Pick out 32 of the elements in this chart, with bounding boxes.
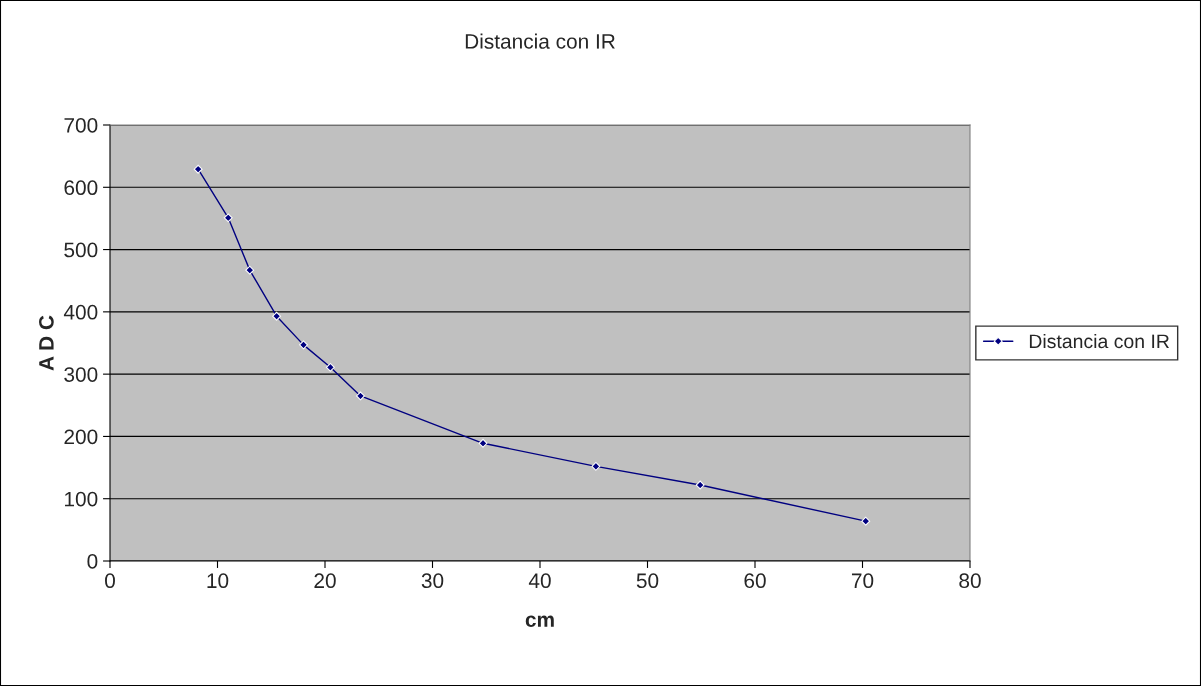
y-tick-label: 0 [87,554,98,569]
chart-title: Distancia con IR [465,33,615,49]
y-tick-label: 100 [65,491,98,507]
y-tick-label: 400 [63,304,98,320]
x-tick-label: 0 [105,573,115,589]
x-tick-label: 20 [314,573,336,589]
y-axis-title: A D C [39,315,54,371]
y-tick-label: 300 [64,367,98,382]
y-tick-label: 500 [64,242,98,258]
point [861,516,871,526]
y-tick-label: 600 [64,180,98,196]
y-tick-label: 700 [64,118,98,133]
point [272,311,282,321]
point [223,213,233,223]
point [245,265,255,275]
point [325,362,335,372]
x-tick-label: 80 [959,573,981,589]
point [299,340,308,350]
point [356,391,365,401]
legend-label: Distancia con IR [1029,333,1169,349]
x-tick-label: 10 [207,573,229,589]
x-tick-label: 40 [528,573,551,589]
x-tick-label: 50 [636,573,659,589]
x-tick-label: 60 [744,573,766,589]
x-tick-label: 30 [421,573,444,589]
point [695,480,705,490]
point [591,461,601,471]
x-tick-label: 70 [851,573,874,589]
point [478,438,488,448]
point [193,164,203,174]
y-tick-label: 200 [64,429,98,445]
x-axis-title: cm [525,615,554,627]
